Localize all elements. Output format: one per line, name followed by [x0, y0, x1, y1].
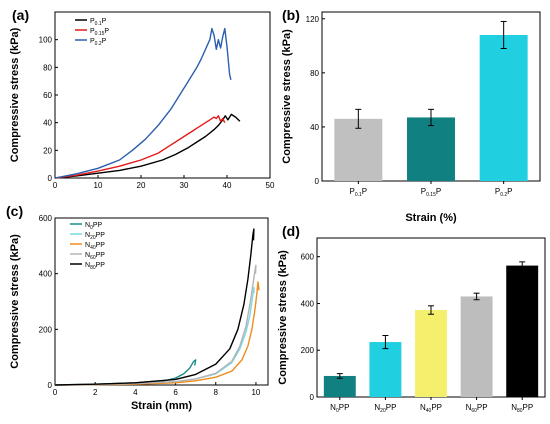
- series-line-2: [54, 27, 232, 179]
- category-label-3: N60PP: [466, 403, 488, 414]
- bar-2: [479, 34, 528, 181]
- legend-label-3: N60PP: [85, 252, 105, 261]
- y-tick-label: 400: [301, 299, 315, 308]
- panel-c-tag: (c): [6, 203, 23, 219]
- x-tick-label: 10: [94, 181, 103, 190]
- bar-0: [334, 118, 383, 181]
- category-label-4: N80PP: [511, 403, 533, 414]
- y-tick-label: 0: [48, 174, 53, 183]
- x-tick-label: 10: [251, 388, 260, 397]
- x-tick-label: 40: [223, 181, 232, 190]
- panel-d-bar-chart: 0 200 400 600 N0PP N20PP N40PP N60PP N80PP Compre…: [277, 223, 546, 414]
- series-line-2: [54, 281, 260, 386]
- y-tick-label: 120: [306, 15, 320, 24]
- panel-a-tag: (a): [12, 7, 29, 23]
- x-tick-label: 20: [137, 181, 146, 190]
- y-tick-label: 80: [43, 63, 52, 72]
- x-axis-label: Strain (%): [405, 212, 457, 224]
- category-label-0: N0PP: [330, 403, 349, 414]
- y-axis-label: Compressive stress (kPa): [281, 29, 293, 164]
- category-label-2: P0.2P: [495, 187, 513, 198]
- y-axis-label: Compressive stress (kPa): [277, 250, 289, 385]
- category-label-2: N40PP: [420, 403, 442, 414]
- y-tick-label: 20: [43, 146, 52, 155]
- legend-label-0: P0.1P: [90, 18, 107, 27]
- series-line-0: [54, 113, 241, 179]
- x-tick-label: 50: [266, 181, 275, 190]
- y-tick-label: 60: [43, 91, 52, 100]
- y-tick-label: 400: [39, 270, 53, 279]
- y-tick-label: 40: [43, 119, 52, 128]
- panel-b-bar-chart: 0 40 80 120 P0.1P P0.15P P0.2P Compressive stre…: [281, 7, 541, 224]
- x-tick-label: 0: [53, 181, 58, 190]
- bar-1: [369, 342, 402, 397]
- panel-b-tag: (b): [282, 7, 300, 23]
- legend-label-2: P0.2P: [90, 38, 107, 47]
- y-tick-label: 600: [39, 214, 53, 223]
- category-label-1: P0.15P: [421, 187, 441, 198]
- x-tick-label: 2: [93, 388, 98, 397]
- legend-label-2: N40PP: [85, 242, 105, 251]
- panel-d-tag: (d): [282, 223, 300, 239]
- bar-2: [415, 310, 447, 397]
- bar-1: [407, 117, 455, 181]
- bar-0: [323, 375, 356, 397]
- plot-frame: [54, 217, 269, 386]
- legend-label-1: P0.15P: [90, 28, 109, 37]
- y-tick-label: 200: [39, 325, 53, 334]
- legend-label-1: N20PP: [85, 232, 105, 241]
- y-axis-label: Compressive stress (kPa): [9, 27, 21, 162]
- y-axis-label: Compressive stress (kPa): [9, 234, 21, 369]
- y-tick-label: 600: [301, 253, 315, 262]
- category-label-0: P0.1P: [350, 187, 368, 198]
- x-tick-label: 8: [214, 388, 219, 397]
- series-line-3: [54, 264, 257, 386]
- series-line-1: [54, 286, 255, 386]
- category-label-1: N20PP: [374, 403, 396, 414]
- series-line-1: [54, 115, 226, 179]
- panel-c-line-chart: 0 2 4 6 8 10 0 200 400 600 N0PPN20PPN40PPN60PPN80P…: [6, 203, 269, 412]
- y-tick-label: 200: [301, 346, 315, 355]
- x-tick-label: 0: [53, 388, 58, 397]
- legend-label-4: N80PP: [85, 262, 105, 271]
- x-tick-label: 6: [173, 388, 178, 397]
- legend-label-0: N0PP: [85, 222, 103, 231]
- y-tick-label: 40: [310, 123, 319, 132]
- y-tick-label: 80: [310, 69, 319, 78]
- x-axis-label: Strain (mm): [131, 400, 192, 412]
- x-tick-label: 30: [180, 181, 189, 190]
- y-tick-label: 0: [48, 381, 53, 390]
- y-tick-label: 0: [310, 393, 315, 402]
- bar-4: [506, 265, 539, 397]
- bar-3: [460, 296, 493, 397]
- y-tick-label: 100: [39, 36, 53, 45]
- series-line-4: [54, 228, 255, 386]
- plot-frame: [54, 11, 271, 179]
- x-tick-label: 4: [133, 388, 138, 397]
- y-tick-label: 0: [315, 177, 320, 186]
